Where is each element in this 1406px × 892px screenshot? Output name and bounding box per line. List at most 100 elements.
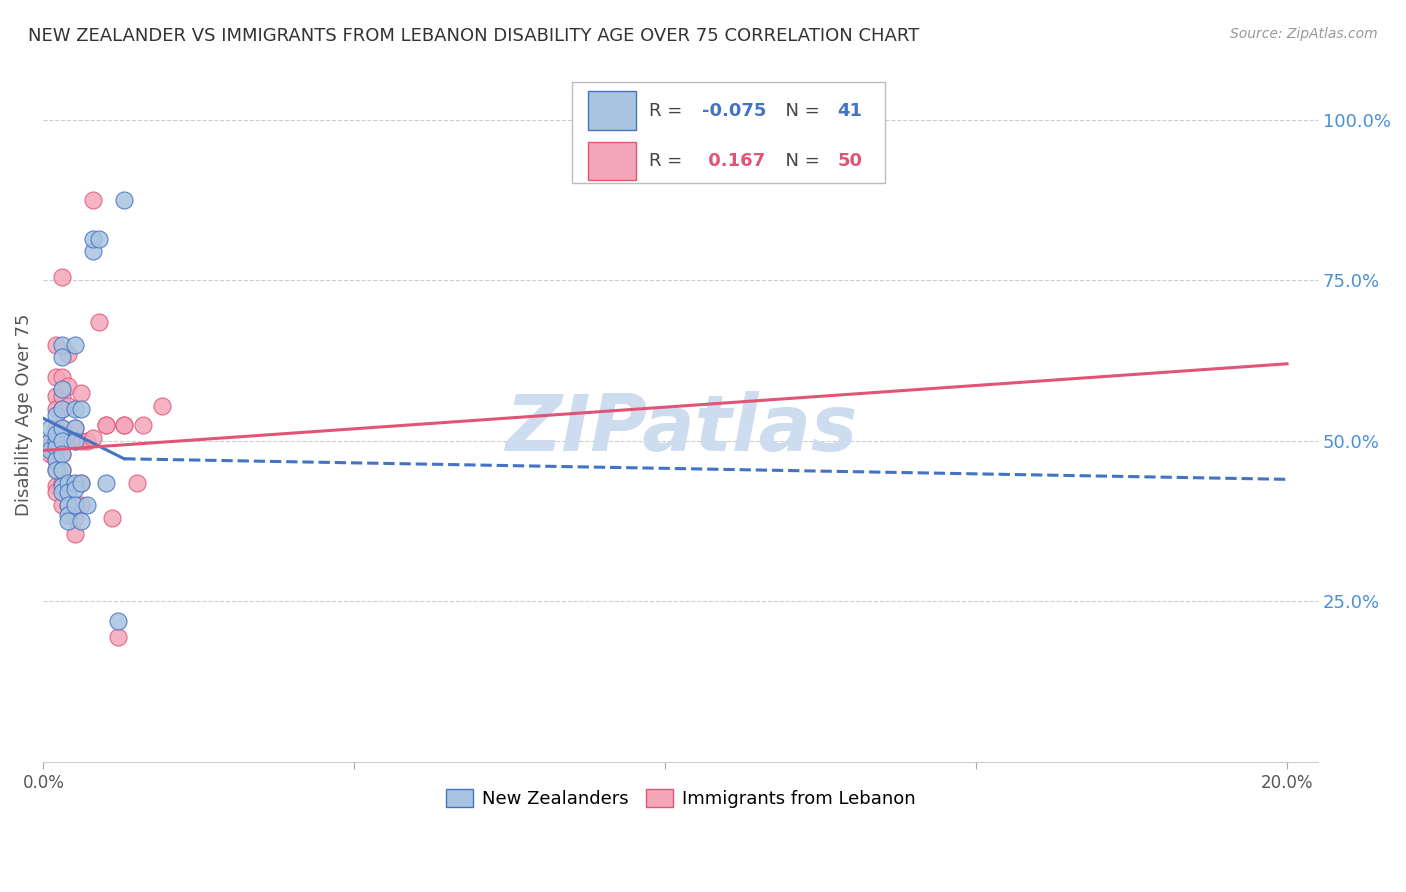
Point	[112, 417, 135, 432]
Point	[51, 337, 73, 351]
Point	[63, 482, 86, 496]
Text: 0.167: 0.167	[703, 152, 766, 169]
Point	[51, 475, 73, 490]
Text: N =: N =	[773, 102, 825, 120]
Point	[45, 337, 67, 351]
Point	[51, 421, 73, 435]
Legend: New Zealanders, Immigrants from Lebanon: New Zealanders, Immigrants from Lebanon	[439, 781, 924, 815]
Text: N =: N =	[773, 152, 825, 169]
FancyBboxPatch shape	[588, 92, 636, 129]
Point	[45, 447, 67, 461]
Point	[45, 408, 67, 422]
Point	[58, 485, 80, 500]
Point	[63, 498, 86, 512]
Point	[45, 421, 67, 435]
Point	[51, 498, 73, 512]
Text: ZIPatlas: ZIPatlas	[505, 391, 856, 467]
Text: 50: 50	[838, 152, 862, 169]
Point	[69, 514, 91, 528]
Point	[45, 463, 67, 477]
Point	[101, 511, 124, 525]
Point	[58, 498, 80, 512]
Point	[69, 475, 91, 490]
Point	[58, 379, 80, 393]
FancyBboxPatch shape	[588, 142, 636, 180]
Point	[45, 427, 67, 442]
Point	[94, 417, 117, 432]
Point	[132, 417, 155, 432]
Point	[51, 369, 73, 384]
Point	[82, 193, 104, 207]
Point	[51, 421, 73, 435]
Point	[51, 401, 73, 416]
Text: R =: R =	[650, 152, 693, 169]
Point	[82, 232, 104, 246]
Point	[38, 434, 60, 448]
Point	[69, 475, 91, 490]
Point	[51, 434, 73, 448]
Point	[69, 434, 91, 448]
Point	[63, 401, 86, 416]
Point	[38, 443, 60, 458]
Point	[51, 479, 73, 493]
Point	[89, 232, 111, 246]
Point	[51, 463, 73, 477]
Point	[58, 475, 80, 490]
Point	[51, 447, 73, 461]
Point	[107, 614, 129, 628]
Point	[58, 399, 80, 413]
Point	[45, 440, 67, 454]
Point	[82, 431, 104, 445]
Point	[51, 485, 73, 500]
Point	[45, 453, 67, 467]
Point	[45, 479, 67, 493]
Point	[45, 485, 67, 500]
Text: 41: 41	[838, 102, 862, 120]
Point	[51, 383, 73, 397]
Point	[107, 630, 129, 644]
Point	[63, 421, 86, 435]
Point	[45, 434, 67, 448]
Point	[63, 527, 86, 541]
Point	[51, 270, 73, 285]
Point	[63, 434, 86, 448]
Point	[150, 399, 173, 413]
Text: -0.075: -0.075	[703, 102, 766, 120]
Point	[63, 475, 86, 490]
Point	[45, 369, 67, 384]
Point	[76, 434, 98, 448]
Point	[76, 498, 98, 512]
Point	[51, 389, 73, 403]
Point	[63, 511, 86, 525]
Point	[69, 385, 91, 400]
Point	[45, 389, 67, 403]
Point	[112, 417, 135, 432]
Point	[38, 421, 60, 435]
Point	[94, 417, 117, 432]
Point	[63, 337, 86, 351]
Point	[63, 434, 86, 448]
Point	[51, 447, 73, 461]
Point	[58, 347, 80, 361]
Point	[45, 463, 67, 477]
Point	[94, 475, 117, 490]
Text: Source: ZipAtlas.com: Source: ZipAtlas.com	[1230, 27, 1378, 41]
Point	[89, 315, 111, 329]
Point	[58, 508, 80, 522]
Point	[69, 401, 91, 416]
Text: NEW ZEALANDER VS IMMIGRANTS FROM LEBANON DISABILITY AGE OVER 75 CORRELATION CHAR: NEW ZEALANDER VS IMMIGRANTS FROM LEBANON…	[28, 27, 920, 45]
Point	[45, 434, 67, 448]
Point	[112, 193, 135, 207]
Point	[45, 401, 67, 416]
Point	[38, 434, 60, 448]
Text: R =: R =	[650, 102, 688, 120]
Point	[38, 447, 60, 461]
Point	[51, 434, 73, 448]
Point	[58, 498, 80, 512]
Point	[51, 401, 73, 416]
Point	[58, 475, 80, 490]
Y-axis label: Disability Age Over 75: Disability Age Over 75	[15, 314, 32, 516]
FancyBboxPatch shape	[572, 82, 884, 183]
Point	[58, 514, 80, 528]
Point	[45, 453, 67, 467]
